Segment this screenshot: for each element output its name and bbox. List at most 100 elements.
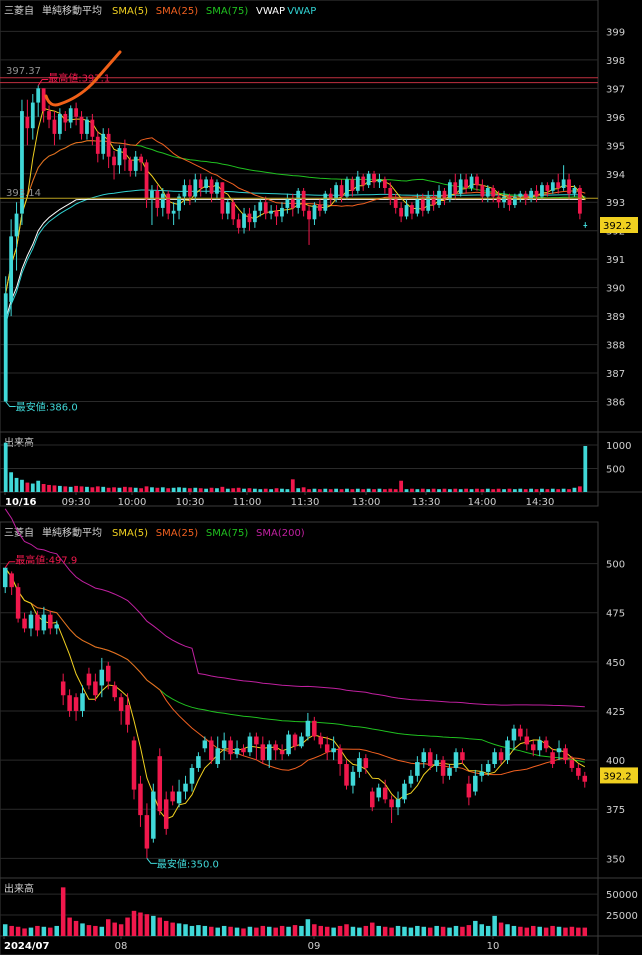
candle-body <box>540 185 544 197</box>
candle-body <box>41 88 46 112</box>
volume-bar <box>404 489 409 492</box>
candle-body <box>524 736 530 745</box>
candle-body <box>529 190 534 200</box>
daily-chart[interactable]: 350 375 400 425 450 475 500 三菱自 単純移動平均 SMA(5) SMA(… <box>0 508 642 955</box>
volume-bar <box>128 487 133 492</box>
volume-bar <box>215 488 219 492</box>
legend-item: SMA(5) <box>112 6 148 17</box>
volume-bar <box>20 479 24 492</box>
x-tick-label: 14:30 <box>526 497 555 508</box>
candle-body <box>228 740 233 755</box>
candle-body <box>492 752 497 765</box>
candle-body <box>101 133 106 154</box>
y-tick-label: 475 <box>606 609 625 620</box>
volume-bar <box>363 925 369 936</box>
candle-body <box>155 190 160 208</box>
candle-body <box>460 752 465 761</box>
candle-body <box>242 213 246 228</box>
y-tick-label: 399 <box>606 27 625 38</box>
volume-bar <box>151 915 156 936</box>
volume-bar <box>537 926 542 936</box>
y-tick-label: 394 <box>606 170 625 181</box>
legend: 三菱自 単純移動平均 SMA(5) SMA(25) SMA(75) SMA(200) <box>4 526 305 539</box>
volume-bar <box>447 927 452 936</box>
candle-body <box>292 734 298 747</box>
candle-body <box>518 193 523 197</box>
volume-bar <box>545 489 550 492</box>
reference-label: 397.37 <box>6 66 41 77</box>
low-label: 最安値:386.0 <box>16 401 78 414</box>
volume-bar <box>318 925 324 936</box>
candle-body <box>307 210 311 220</box>
candle-body <box>202 740 208 749</box>
x-tick-label: 10/16 <box>5 497 37 508</box>
candle-body <box>48 614 53 629</box>
candle-body <box>280 207 284 217</box>
candle-body <box>22 618 27 629</box>
legend-item: SMA(75) <box>206 6 248 17</box>
candle-body <box>131 740 137 790</box>
volume-bar <box>524 927 530 936</box>
volume-bar <box>236 487 241 492</box>
volume-bar <box>556 489 561 492</box>
volume-bar <box>9 925 14 936</box>
volume-bar <box>280 488 284 492</box>
volume-bar <box>518 926 523 936</box>
y-tick-label: 375 <box>606 805 625 816</box>
volume-bar <box>125 917 130 936</box>
candle-body <box>399 207 404 217</box>
legend-title: 単純移動平均 <box>42 4 102 17</box>
candle-body <box>534 190 539 197</box>
candle-body <box>2 567 8 588</box>
candle-body <box>331 748 336 753</box>
candle-body <box>252 210 257 223</box>
candle-body <box>9 573 14 588</box>
legend-item: SMA(25) <box>156 528 198 539</box>
candle-body <box>502 196 506 203</box>
intraday-chart[interactable]: 3863873883893903913923933943953963973983… <box>0 0 642 508</box>
candle-body <box>258 202 263 211</box>
volume-bar <box>393 489 398 492</box>
volume-bar <box>583 445 588 492</box>
volume-bar <box>93 925 98 936</box>
volume-bar <box>460 926 465 936</box>
candle-body <box>473 775 478 792</box>
candle-body <box>582 775 588 782</box>
candle-body <box>301 190 306 211</box>
volume-bar <box>370 922 375 936</box>
volume-bar <box>105 919 111 936</box>
volume-bar <box>331 927 336 936</box>
candle-body <box>90 119 95 137</box>
volume-bar <box>345 488 349 492</box>
volume-bar <box>28 927 34 936</box>
vwap-line <box>5 198 586 320</box>
candle-body <box>204 179 209 188</box>
volume-bar <box>48 927 53 936</box>
x-tick-label: 2024/07 <box>4 941 49 952</box>
candle-body <box>389 799 394 808</box>
candle-body <box>545 185 550 191</box>
volume-bar <box>431 488 436 492</box>
volume-bar <box>328 489 333 492</box>
volume-bar <box>334 488 339 492</box>
candle-body <box>576 767 581 776</box>
volume-bar <box>74 485 79 492</box>
last-price-label: 392.2 <box>603 221 632 232</box>
y-tick-label: 393 <box>606 198 625 209</box>
volume-bar <box>138 912 143 936</box>
volume-bar <box>324 926 330 936</box>
volume-bar <box>286 926 291 936</box>
volume-bar <box>79 486 84 492</box>
volume-bar <box>556 926 562 936</box>
volume-bar <box>183 924 188 936</box>
volume-bar <box>312 488 317 492</box>
candle-body <box>507 196 512 206</box>
candle-body <box>60 681 66 696</box>
volume-bar <box>269 489 274 492</box>
volume-bar <box>453 925 459 936</box>
candle-body <box>133 156 138 171</box>
candle-body <box>317 205 322 211</box>
candle-body <box>139 156 144 163</box>
candle-body <box>79 116 84 134</box>
candle-body <box>160 193 165 208</box>
